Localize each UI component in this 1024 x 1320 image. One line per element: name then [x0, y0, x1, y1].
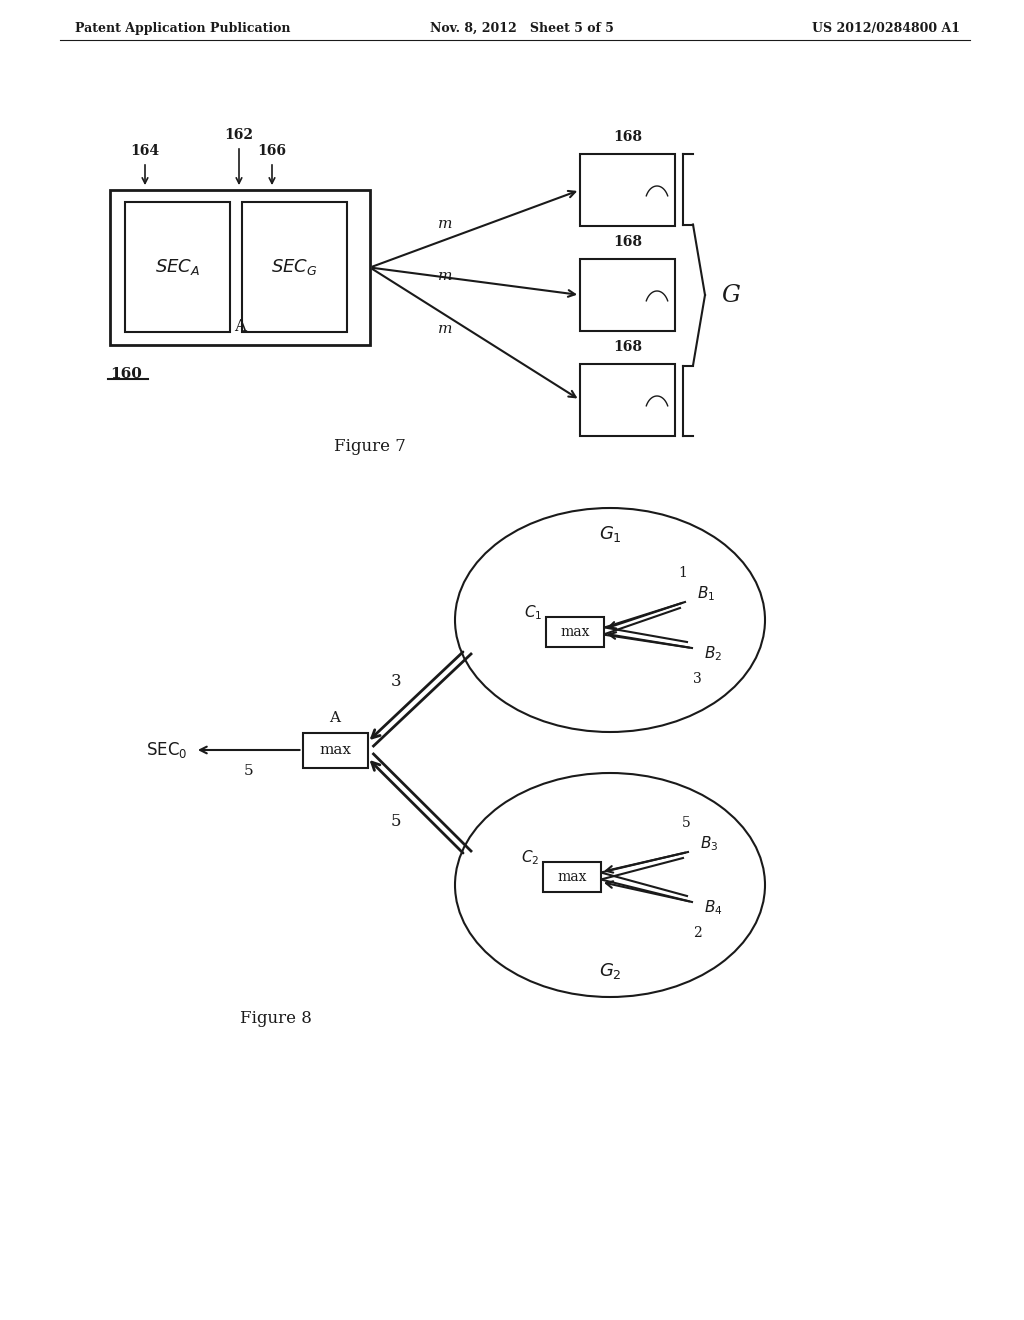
Ellipse shape: [455, 774, 765, 997]
Text: 168: 168: [613, 341, 642, 354]
Text: 3: 3: [692, 672, 701, 686]
Bar: [302, 733, 368, 767]
Text: 5: 5: [391, 813, 401, 830]
Ellipse shape: [455, 508, 765, 733]
Bar: [546, 616, 604, 647]
Text: $\mathit{SEC}_A$: $\mathit{SEC}_A$: [155, 257, 200, 277]
Bar: [110, 190, 370, 345]
Text: Figure 7: Figure 7: [334, 438, 406, 455]
Bar: [580, 364, 675, 436]
Text: 168: 168: [613, 235, 642, 249]
Text: Patent Application Publication: Patent Application Publication: [75, 22, 291, 36]
Text: $B_1$: $B_1$: [697, 585, 715, 603]
Text: m: m: [437, 322, 453, 335]
Text: 2: 2: [692, 927, 701, 940]
Text: 164: 164: [130, 144, 160, 158]
Text: max: max: [319, 743, 351, 756]
Text: max: max: [557, 870, 587, 884]
Text: $B_4$: $B_4$: [705, 899, 723, 917]
Text: max: max: [560, 624, 590, 639]
Text: 3: 3: [391, 672, 401, 689]
Text: $G_2$: $G_2$: [599, 961, 622, 981]
Bar: [580, 154, 675, 226]
Text: 5: 5: [244, 764, 254, 777]
Bar: [580, 259, 675, 331]
Bar: [242, 202, 347, 333]
Text: $B_2$: $B_2$: [705, 644, 722, 664]
Text: A: A: [234, 318, 246, 335]
Text: m: m: [437, 269, 453, 284]
Text: $\mathrm{SEC}_0$: $\mathrm{SEC}_0$: [145, 741, 187, 760]
Text: $C_2$: $C_2$: [521, 849, 540, 867]
Text: 166: 166: [257, 144, 287, 158]
Text: US 2012/0284800 A1: US 2012/0284800 A1: [812, 22, 961, 36]
Bar: [543, 862, 601, 892]
Text: G: G: [721, 284, 740, 306]
Text: $C_1$: $C_1$: [524, 603, 542, 622]
Bar: [125, 202, 230, 333]
Text: 160: 160: [110, 367, 142, 381]
Text: $\mathit{SEC}_G$: $\mathit{SEC}_G$: [271, 257, 317, 277]
Text: Figure 8: Figure 8: [240, 1010, 312, 1027]
Text: m: m: [437, 216, 453, 231]
Text: $G_1$: $G_1$: [599, 524, 622, 544]
Text: A: A: [330, 710, 341, 725]
Text: 1: 1: [679, 566, 687, 579]
Text: 5: 5: [682, 816, 690, 830]
Text: 168: 168: [613, 129, 642, 144]
Text: Nov. 8, 2012   Sheet 5 of 5: Nov. 8, 2012 Sheet 5 of 5: [430, 22, 613, 36]
Text: $B_3$: $B_3$: [700, 834, 719, 853]
Text: 162: 162: [224, 128, 254, 143]
